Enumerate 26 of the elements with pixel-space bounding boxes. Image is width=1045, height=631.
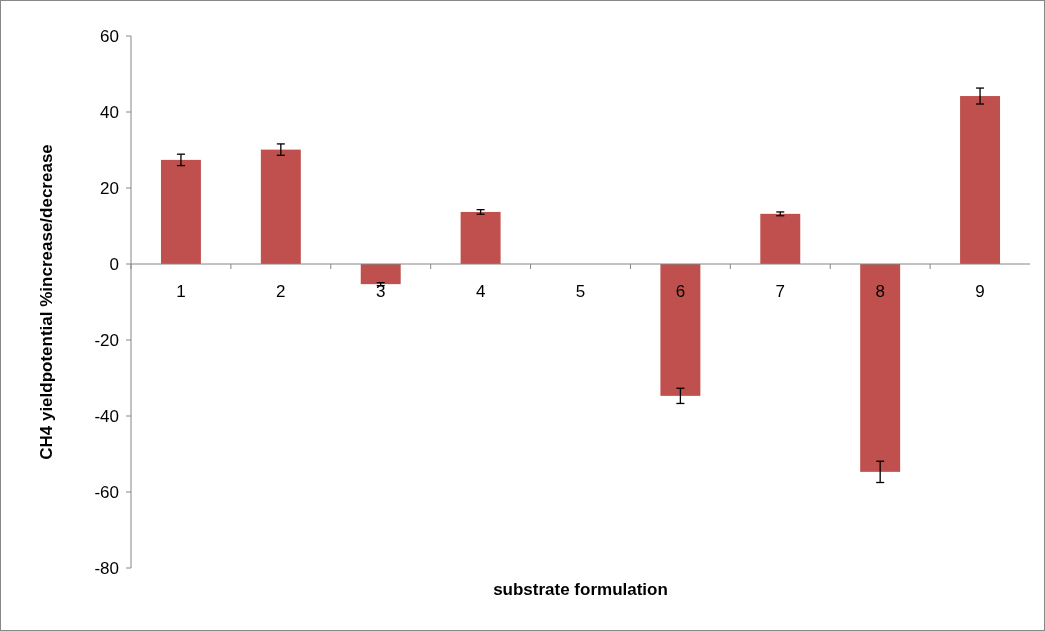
bar: [260, 149, 301, 264]
x-tick-label: 4: [475, 282, 486, 301]
x-tick-label: 6: [675, 282, 686, 301]
bar: [760, 213, 801, 264]
y-tick-label: 20: [100, 178, 119, 198]
x-tick-label: 9: [975, 282, 985, 301]
bar: [960, 96, 1001, 264]
x-tick-label: 8: [875, 282, 885, 301]
y-tick-label: -20: [94, 330, 119, 350]
x-tick-label: 1: [176, 282, 186, 301]
bar: [160, 159, 201, 264]
bar: [360, 264, 401, 285]
y-tick-label: 40: [100, 102, 119, 122]
y-tick-label: -40: [94, 406, 119, 426]
x-axis-title: substrate formulation: [493, 580, 668, 599]
bar: [660, 264, 701, 396]
y-tick-label: 0: [109, 254, 119, 274]
y-tick-label: 60: [100, 26, 119, 46]
bar: [460, 211, 501, 264]
bar: [860, 264, 901, 472]
y-tick-label: -60: [94, 482, 119, 502]
x-tick-label: 7: [775, 282, 786, 301]
y-tick-label: -80: [94, 558, 119, 578]
y-axis-title: CH4 yieldpotential %increase/decrease: [37, 144, 56, 460]
x-tick-label: 5: [575, 282, 586, 301]
x-tick-label: 2: [276, 282, 286, 301]
